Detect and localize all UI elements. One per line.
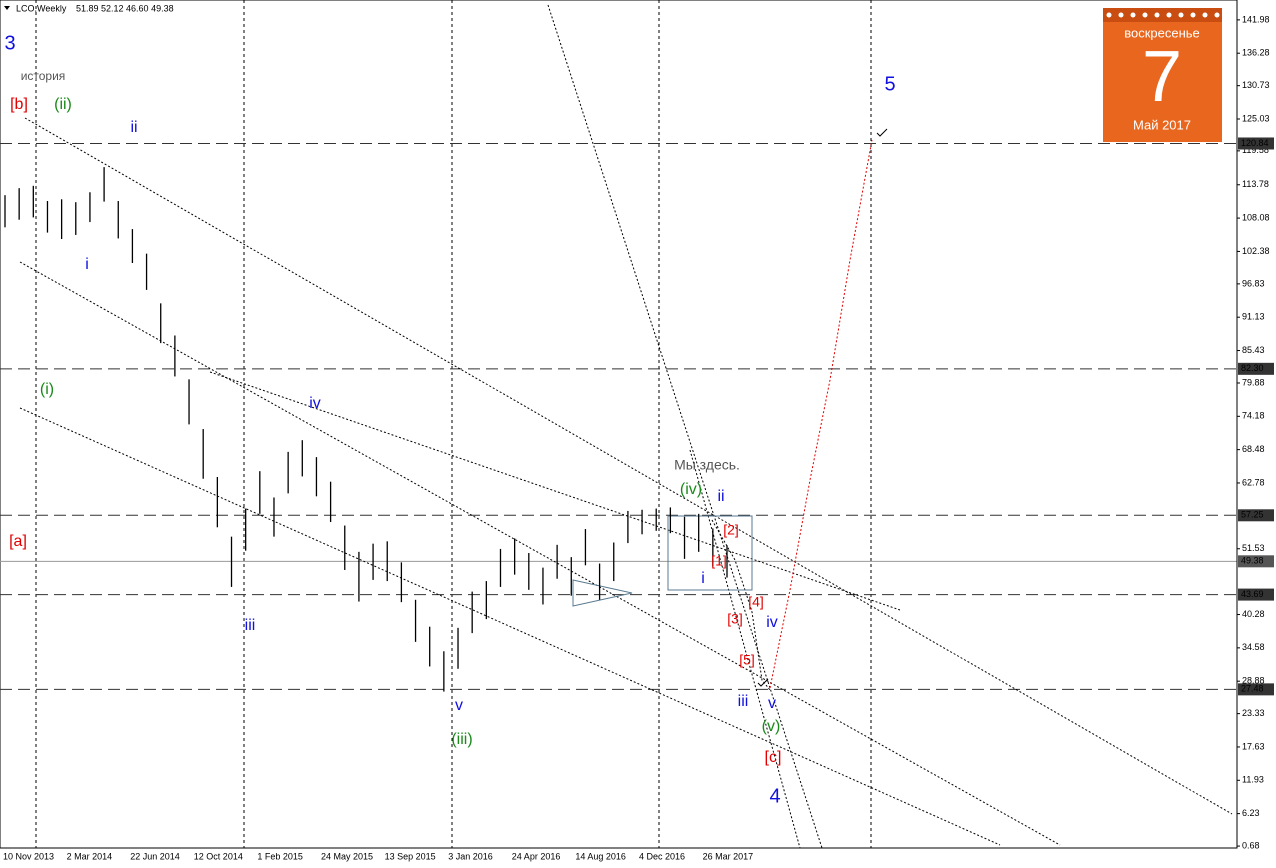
wave-label: (i) [40,381,54,398]
y-tick-label: 51.53 [1242,543,1265,553]
y-tick-label: 130.73 [1242,80,1270,90]
wave-label: [a] [9,533,27,550]
y-tick-label: 34.58 [1242,642,1265,652]
channel-lines [19,4,1233,849]
wave-label: история [21,69,66,83]
y-tick-label: 23.33 [1242,708,1265,718]
y-tick-label: 6.23 [1242,808,1260,818]
y-tick-label: 40.28 [1242,609,1265,619]
channel-line [19,261,1061,846]
calendar-day: 7 [1142,37,1182,117]
calendar-weekday: воскресенье [1124,25,1200,40]
y-tick-label: 17.63 [1242,741,1265,751]
wave-label: 5 [884,73,895,95]
x-tick-label: 4 Dec 2016 [639,851,685,861]
wave-label: iii [738,693,749,710]
x-tick-label: 10 Nov 2013 [3,851,54,861]
channel-line [24,117,1233,815]
y-tick-label: 119.58 [1242,145,1269,155]
wave-label: [b] [10,96,28,113]
level-label: 57.25 [1241,510,1264,520]
quote: 51.89 52.12 46.60 49.38 [76,3,174,13]
wave-label: i [85,256,89,273]
y-tick-label: 91.13 [1242,312,1265,322]
level-tag [1238,137,1274,150]
level-tag [1238,509,1274,522]
y-tick-label: 125.03 [1242,113,1270,123]
wave-label: [1] [711,553,727,569]
x-tick-label: 24 Apr 2016 [512,851,561,861]
y-tick-label: 108.08 [1242,212,1270,222]
calendar-widget: воскресенье 7 Май 2017 [1103,8,1222,142]
wave-label: i [701,570,705,587]
wave-path [711,519,771,691]
y-tick-label: 96.83 [1242,278,1265,288]
y-tick-label: 141.98 [1242,14,1270,24]
x-tick-label: 2 Mar 2014 [67,851,113,861]
channel-line [209,371,901,611]
level-label: 27.48 [1241,684,1264,694]
y-tick-label: 62.78 [1242,477,1265,487]
y-tick-label: 85.43 [1242,345,1265,355]
channel-line [19,407,1001,846]
wave-label: (v) [762,718,781,735]
wave-label: ii [717,488,724,505]
wave-label: [5] [739,652,755,668]
wave-label: v [768,695,776,712]
y-tick-label: 136.28 [1242,48,1270,58]
check-mark [757,678,769,687]
wave-label: (ii) [54,96,72,113]
level-label: 43.69 [1241,589,1264,599]
level-label: 49.38 [1241,556,1264,566]
wave-label: [4] [748,594,764,610]
x-tick-label: 14 Aug 2016 [575,851,626,861]
wave-label: (iv) [680,481,702,498]
calendar-top [1103,8,1222,22]
x-tick-label: 1 Feb 2015 [257,851,303,861]
x-tick-label: 13 Sep 2015 [385,851,436,861]
triangle-pattern [572,579,633,607]
chart-title: LCO,Weekly [16,3,67,13]
wave-label: 4 [769,785,780,807]
level-label: 120.84 [1241,138,1269,148]
x-tick-label: 12 Oct 2014 [194,851,243,861]
level-tag [1238,362,1274,375]
level-tag [1238,588,1274,601]
y-tick-label: 79.88 [1242,377,1265,387]
calendar-body [1103,8,1222,142]
y-tick-label: 0.68 [1242,840,1260,850]
wave-label: iv [766,614,778,631]
y-tick-label: 102.38 [1242,246,1270,256]
wave-label: (iii) [451,731,472,748]
y-tick-label: 113.78 [1242,179,1269,189]
calendar-month: Май 2017 [1133,117,1191,132]
wave-label: [3] [727,611,743,627]
y-tick-label: 68.48 [1242,444,1265,454]
wave-label: 3 [4,32,15,54]
x-tick-label: 24 May 2015 [321,851,373,861]
check-mark [876,128,888,137]
wave-label: iii [245,617,256,634]
x-tick-label: 3 Jan 2016 [448,851,493,861]
level-tag [1238,683,1274,696]
wave-label: [c] [765,749,782,766]
wave-label: iv [309,395,321,412]
wave-label: Мы здесь. [674,457,740,473]
wave-label: v [455,697,463,714]
wave-label: ii [130,119,137,136]
level-label: 82.30 [1241,363,1264,373]
y-tick-label: 28.88 [1242,676,1265,686]
level-tag [1238,555,1274,568]
highlight-box [667,515,753,591]
menu-arrow [4,6,10,10]
calendar-rings [1106,12,1220,18]
x-tick-label: 22 Jun 2014 [130,851,180,861]
y-tick-label: 74.18 [1242,411,1265,421]
y-tick-label: 11.93 [1242,775,1264,785]
plot-frame [0,0,1238,849]
wave-label: [2] [723,522,739,538]
x-tick-label: 26 Mar 2017 [703,851,754,861]
